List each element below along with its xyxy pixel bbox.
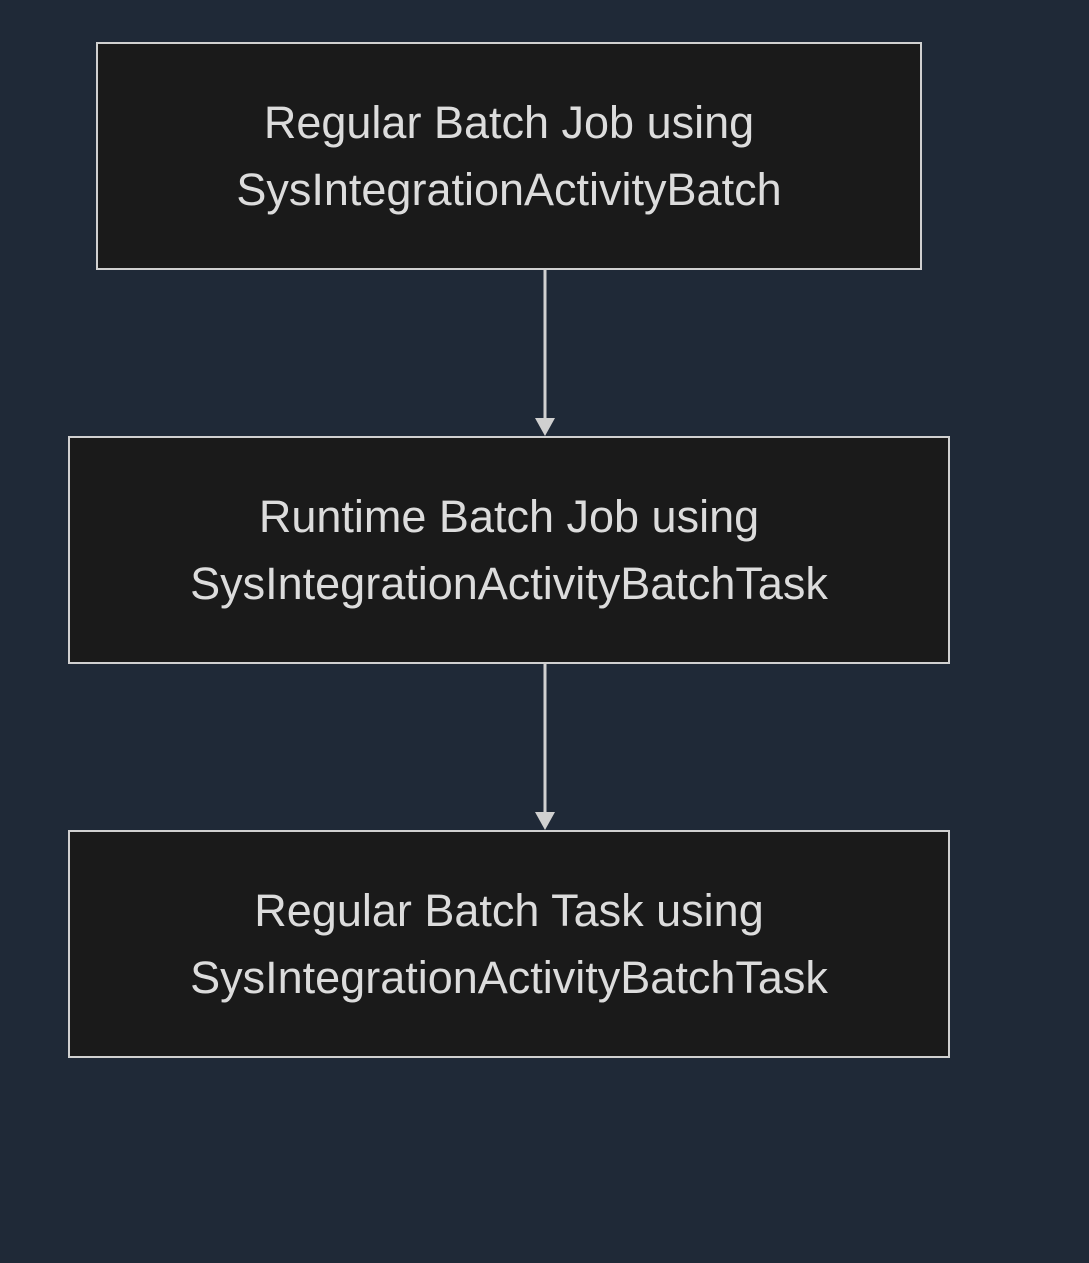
node-1-line-2: SysIntegrationActivityBatch (236, 156, 781, 224)
flowchart-node-1: Regular Batch Job using SysIntegrationAc… (96, 42, 922, 270)
node-3-line-2: SysIntegrationActivityBatchTask (190, 944, 828, 1012)
flowchart-arrow-2 (525, 664, 565, 830)
node-1-line-1: Regular Batch Job using (264, 89, 754, 157)
flowchart-container: Regular Batch Job using SysIntegrationAc… (0, 0, 1089, 1263)
node-2-line-2: SysIntegrationActivityBatchTask (190, 550, 828, 618)
flowchart-arrow-1 (525, 270, 565, 436)
node-2-line-1: Runtime Batch Job using (259, 483, 759, 551)
node-3-line-1: Regular Batch Task using (254, 877, 763, 945)
flowchart-node-3: Regular Batch Task using SysIntegrationA… (68, 830, 950, 1058)
flowchart-node-2: Runtime Batch Job using SysIntegrationAc… (68, 436, 950, 664)
